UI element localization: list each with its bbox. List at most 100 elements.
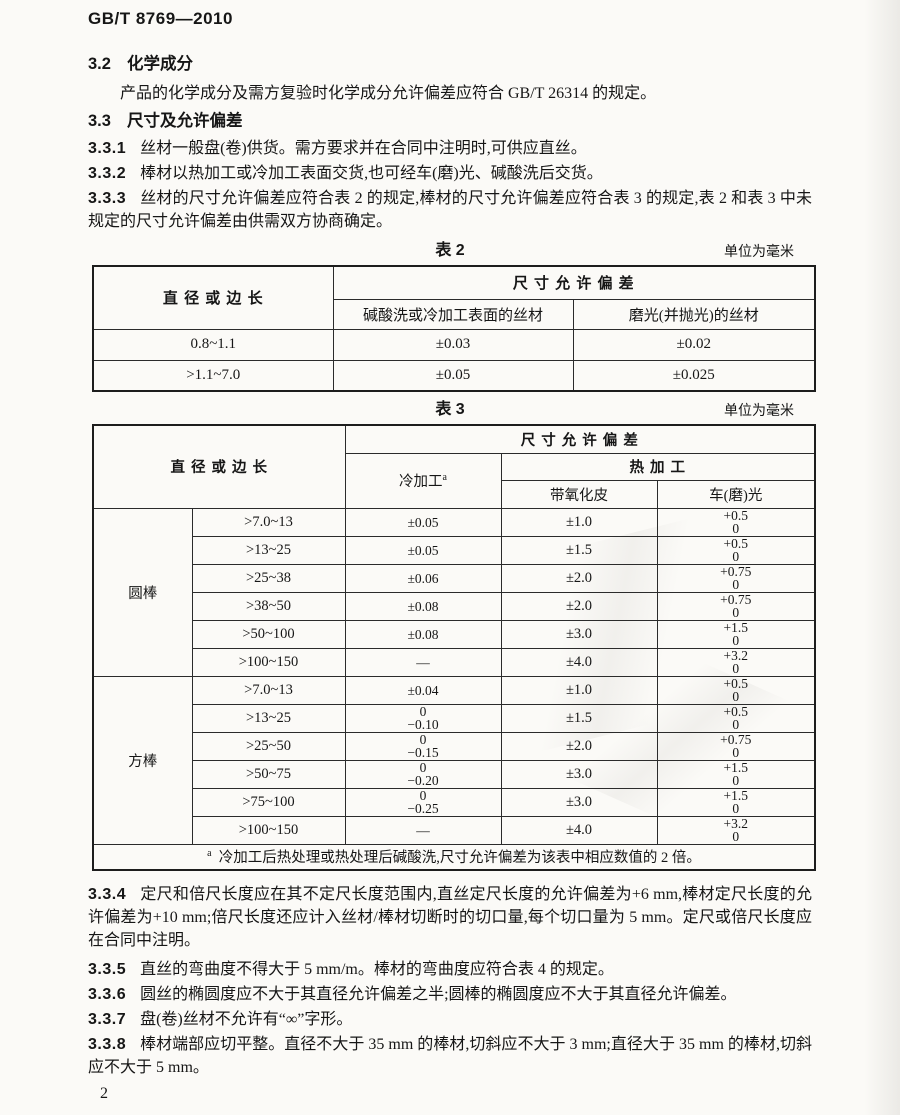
clause-number: 3.3.6 (88, 986, 127, 1003)
size-cell: >50~100 (191, 619, 346, 649)
clause-text: 丝材一般盘(卷)供货。需方要求并在合同中注明时,可供应直丝。 (140, 140, 587, 157)
value-line: 0 (732, 801, 740, 816)
cold-cell: ±0.05 (344, 507, 502, 537)
value-line: +0.5 (723, 508, 749, 523)
table-row: 方棒 >7.0~13 ±0.04 ±1.0 +0.5 0 (92, 675, 816, 845)
table-row: >38~50 ±0.08 ±2.0 +0.75 0 (93, 591, 816, 621)
clause-text: 丝材的尺寸允许偏差应符合表 2 的规定,棒材的尺寸允许偏差应符合表 3 的规定,… (88, 190, 812, 230)
clause-text: 圆丝的椭圆度应不大于其直径允许偏差之半;圆棒的椭圆度应不大于其直径允许偏差。 (140, 986, 737, 1003)
table-row: >1.1~7.0 ±0.05 ±0.025 (92, 359, 816, 392)
value-line: ±0.04 (407, 682, 439, 698)
value-line: 0 (732, 633, 740, 648)
cold-cell: ±0.06 (344, 563, 502, 593)
value-line: +3.2 (723, 648, 749, 663)
value-line: 0 (732, 605, 740, 620)
oxide-cell: ±4.0 (500, 815, 658, 845)
size-cell: >25~38 (191, 563, 346, 593)
header-polished: 磨光(并抛光)的丝材 (572, 298, 816, 330)
turned-cell: +1.5 0 (656, 759, 816, 789)
table-caption: 表 3 (435, 401, 465, 418)
cold-cell: ±0.08 (344, 619, 502, 649)
table-row: 带氧化皮 车(磨)光 (93, 479, 816, 509)
clause-text: 棒材以热加工或冷加工表面交货,也可经车(磨)光、碱酸洗后交货。 (140, 165, 603, 182)
turned-cell: +1.5 0 (656, 619, 816, 649)
table-row: >100~150 — ±4.0 +3.2 0 (93, 815, 816, 845)
value-line: — (416, 822, 430, 838)
value-line: +0.5 (723, 676, 749, 691)
table-row: >100~150 — ±4.0 +3.2 0 (93, 647, 816, 677)
value-line: ±0.08 (407, 598, 439, 614)
clause-number: 3.3.2 (88, 165, 127, 182)
oxide-cell: ±3.0 (500, 787, 658, 817)
cold-cell: ±0.08 (344, 591, 502, 621)
turned-cell: +0.75 0 (656, 563, 816, 593)
section-number: 3.2 (88, 55, 111, 73)
size-cell: >7.0~13 (191, 507, 346, 537)
table-row: 碱酸洗或冷加工表面的丝材 磨光(并抛光)的丝材 (93, 298, 816, 330)
clause-3-3-8: 3.3.8 棒材端部应切平整。直径不大于 35 mm 的棒材,切斜应不大于 3 m… (88, 1033, 812, 1079)
cold-cell: — (344, 815, 502, 845)
value-line: ±0.08 (407, 626, 439, 642)
section-title: 尺寸及允许偏差 (126, 112, 243, 130)
size-cell: >13~25 (191, 535, 346, 565)
clause-3-3-4: 3.3.4 定尺和倍尺长度应在其不定尺长度范围内,直丝定尺长度的允许偏差为+6 m… (88, 883, 812, 952)
value-line: −0.20 (407, 773, 439, 788)
size-cell: >75~100 (191, 787, 346, 817)
oxide-cell: ±2.0 (500, 563, 658, 593)
page-content: GB/T 8769—2010 3.2 化学成分 产品的化学成分及需方复验时化学成分… (88, 8, 817, 1103)
value-line: −0.15 (407, 745, 439, 760)
table-2: 直 径 或 边 长 尺 寸 允 许 偏 差 碱酸洗或冷加工表面的丝材 磨光(并抛… (92, 265, 816, 392)
table-row: >25~50 0 −0.15 ±2.0 +0.75 0 (93, 731, 816, 761)
page-number: 2 (100, 1085, 108, 1102)
value-line: — (416, 654, 430, 670)
size-cell: >1.1~7.0 (92, 359, 334, 392)
value-line: 0 (732, 577, 740, 592)
clause-3-3-7: 3.3.7 盘(卷)丝材不允许有“∞”字形。 (88, 1008, 812, 1031)
table-unit-note: 单位为毫米 (724, 402, 794, 418)
turned-cell: +0.75 0 (656, 731, 816, 761)
group-label-round-bar: 圆棒 (92, 507, 193, 677)
turned-cell: +0.5 0 (656, 507, 816, 537)
value-line: 0 (419, 732, 427, 747)
table-row: 圆棒 >7.0~13 ±0.05 ±1.0 +0.5 0 (92, 507, 816, 677)
cold-cell: ±0.04 (344, 675, 502, 705)
value-line: +0.75 (720, 564, 752, 579)
table-row: >50~100 ±0.08 ±3.0 +1.5 0 (93, 619, 816, 649)
header-cold-worked-label: 冷加工 (399, 474, 443, 490)
header-tolerance: 尺 寸 允 许 偏 差 (344, 424, 816, 454)
cold-cell: ±0.05 (344, 535, 502, 565)
value-line: ±0.05 (407, 514, 439, 530)
turned-cell: +0.5 0 (656, 675, 816, 705)
table-row: >13~25 ±0.05 ±1.5 +0.5 0 (93, 535, 816, 565)
clause-3-3-3: 3.3.3 丝材的尺寸允许偏差应符合表 2 的规定,棒材的尺寸允许偏差应符合表 3… (88, 187, 812, 233)
doc-code: GB/T 8769—2010 (88, 9, 233, 28)
clause-number: 3.3.4 (88, 886, 127, 903)
table-footnote: a 冷加工后热处理或热处理后碱酸洗,尺寸允许偏差为该表中相应数值的 2 倍。 (92, 843, 816, 871)
value-line: 0 (732, 745, 740, 760)
table-row: >25~38 ±0.06 ±2.0 +0.75 0 (93, 563, 816, 593)
oxide-cell: ±1.5 (500, 703, 658, 733)
table-caption: 表 2 (435, 242, 465, 259)
value-line: 0 (732, 689, 740, 704)
header-dim: 直 径 或 边 长 (92, 265, 334, 330)
section-number: 3.3 (88, 112, 111, 130)
clause-3-3-5: 3.3.5 直丝的弯曲度不得大于 5 mm/m。棒材的弯曲度应符合表 4 的规定。 (88, 958, 812, 981)
size-cell: >50~75 (191, 759, 346, 789)
paragraph-3-2: 产品的化学成分及需方复验时化学成分允许偏差应符合 GB/T 26314 的规定。 (120, 85, 657, 102)
header-oxide-scale: 带氧化皮 (500, 479, 658, 509)
clause-number: 3.3.3 (88, 190, 127, 207)
footnote-marker: a (442, 472, 447, 484)
cold-cell: 0 −0.25 (344, 787, 502, 817)
turned-cell: +3.2 0 (656, 815, 816, 845)
group-label-square-bar: 方棒 (92, 675, 193, 845)
oxide-cell: ±2.0 (500, 731, 658, 761)
value-line: 0 (419, 704, 427, 719)
oxide-cell: ±2.0 (500, 591, 658, 621)
value-line: 0 (419, 760, 427, 775)
value-line: 0 (732, 717, 740, 732)
value-line: +0.75 (720, 732, 752, 747)
clause-3-3-1: 3.3.1 丝材一般盘(卷)供货。需方要求并在合同中注明时,可供应直丝。 (88, 137, 812, 160)
size-cell: >25~50 (191, 731, 346, 761)
footnote-marker: a (207, 848, 212, 860)
